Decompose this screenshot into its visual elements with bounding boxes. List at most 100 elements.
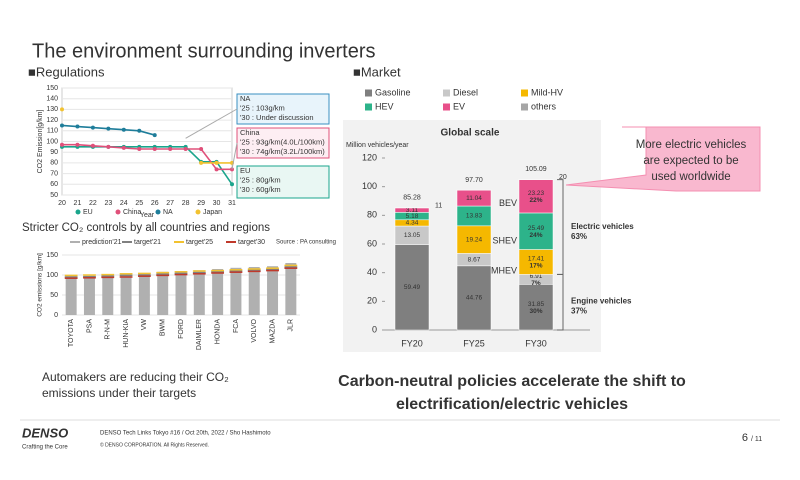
segment-label: 6.91	[530, 273, 543, 280]
y-axis-label: CO2 Emission[g/km]	[37, 110, 44, 174]
data-point	[90, 143, 95, 148]
x-tick-label: 25	[135, 200, 143, 207]
y-tick-label: 50	[50, 292, 58, 299]
share-label: 30%	[529, 308, 542, 315]
x-tick-label: 22	[89, 200, 97, 207]
bar	[285, 263, 297, 315]
bar	[83, 275, 95, 315]
callout-text: '30 : 60g/km	[240, 185, 281, 194]
bar-segment	[518, 212, 554, 250]
x-tick-label: MAZDA	[269, 319, 276, 344]
callout-text: '25 : 103g/km	[240, 103, 285, 112]
callout-box	[236, 165, 330, 199]
data-point	[183, 146, 188, 151]
y-tick-label: 120	[362, 152, 377, 162]
y-axis-label: CO2 emissions [g/km]	[37, 253, 44, 317]
y-tick-label: 50	[50, 192, 58, 199]
conclusion: Carbon-neutral policies accelerate the s…	[338, 373, 686, 390]
y-tick-label: 140	[46, 96, 58, 103]
data-point	[168, 146, 173, 151]
bar-segment	[456, 265, 492, 331]
group-label: Electric vehicles	[571, 222, 634, 231]
callout-box	[236, 127, 330, 159]
callout-text: are expected to be	[643, 155, 738, 167]
y-tick-label: 150	[46, 252, 58, 259]
legend-swatch	[443, 103, 450, 111]
segment-label: 8.67	[468, 256, 481, 263]
bar	[65, 276, 77, 315]
y-tick-label: 80	[367, 210, 377, 220]
x-tick-label: R-N-M	[105, 319, 112, 340]
segment-label: 5.18	[406, 213, 419, 220]
legend-label: China	[123, 209, 141, 216]
x-tick-label: 20	[58, 200, 66, 207]
tagline: Crafting the Core	[22, 445, 68, 451]
total-label: 85.28	[403, 195, 421, 202]
data-point	[137, 128, 142, 133]
conclusion: electrification/electric vehicles	[396, 396, 628, 413]
data-point	[214, 167, 219, 172]
callout-box	[565, 126, 761, 192]
bar	[175, 271, 187, 315]
callout-text: '25 : 93g/km(4.0L/100km)	[240, 137, 325, 146]
x-tick-label: FY20	[401, 338, 423, 348]
segment-label: 11	[435, 203, 442, 210]
bar	[102, 275, 114, 315]
x-tick-label: FY30	[525, 338, 547, 348]
x-tick-label: JLR	[288, 319, 295, 331]
legend-label: target'30	[238, 239, 265, 246]
legend-label: EV	[453, 101, 465, 111]
share-label: 7%	[531, 280, 541, 287]
segment-label: 20	[559, 174, 567, 181]
callout-text: EU	[240, 166, 250, 175]
callout-text: '30 : 74g/km(3.2L/100km)	[240, 147, 325, 156]
data-point	[137, 146, 142, 151]
caption: emissions under their targets	[42, 386, 196, 400]
legend-label: NA	[163, 209, 173, 216]
x-tick-label: 26	[151, 200, 159, 207]
group-share: 63%	[571, 232, 587, 241]
y-tick-label: 110	[47, 128, 58, 135]
data-point	[75, 124, 80, 129]
data-point	[199, 160, 204, 165]
callout-leader	[185, 108, 238, 139]
segment-label: 3.11	[406, 207, 419, 214]
segment-label: 13.05	[404, 232, 421, 239]
x-tick-label: FORD	[178, 319, 185, 339]
legend-label: target'25	[186, 239, 213, 246]
brand: DENSO	[22, 425, 68, 440]
group-label: Engine vehicles	[571, 296, 632, 305]
legend-label: EU	[83, 209, 93, 216]
data-point	[60, 107, 64, 112]
data-point	[152, 146, 157, 151]
x-tick-label: DAIMLER	[196, 319, 203, 350]
y-tick-label: 0	[372, 324, 377, 334]
y-tick-label: 150	[46, 85, 58, 92]
data-point	[60, 142, 64, 147]
callout-text: used worldwide	[651, 171, 730, 183]
x-tick-label: 21	[74, 200, 82, 207]
y-tick-label: 40	[367, 267, 377, 277]
legend-label: Gasoline	[375, 87, 411, 97]
y-tick-label: 0	[54, 312, 58, 319]
data-point	[230, 182, 234, 187]
legend-label: HEV	[375, 101, 394, 111]
segment-label: 19.24	[466, 236, 483, 243]
y-tick-label: 90	[50, 149, 58, 156]
segment-tag: SHEV	[492, 236, 517, 246]
segment-label: 59.49	[404, 284, 421, 291]
x-tick-label: TOYOTA	[68, 319, 75, 347]
y-tick-label: 100	[46, 138, 58, 145]
legend-label: others	[531, 101, 557, 111]
section-heading: ■Regulations	[28, 64, 105, 79]
bar	[212, 269, 224, 315]
share-label: 22%	[529, 197, 542, 204]
segment-label: 4.34	[406, 220, 419, 227]
segment-label: 13.83	[466, 213, 483, 220]
callout-text: NA	[240, 94, 250, 103]
bar	[138, 273, 150, 315]
segment-label: 17.41	[528, 256, 545, 263]
x-tick-label: BWM	[160, 319, 167, 336]
x-tick-label: 27	[166, 200, 174, 207]
